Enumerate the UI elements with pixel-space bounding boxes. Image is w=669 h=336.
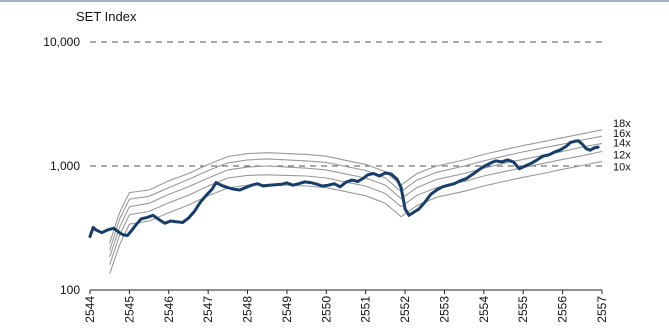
pe-band-label: 10x [613, 161, 631, 173]
pe-band-label: 14x [613, 137, 631, 149]
x-tick-label: 2547 [201, 296, 215, 323]
x-tick-label: 2544 [83, 296, 97, 323]
x-tick-label: 2549 [280, 296, 294, 323]
top-border-line [0, 0, 669, 2]
x-tick-label: 2554 [477, 296, 491, 323]
pe-band-line-10x [109, 160, 603, 274]
pe-band-line-16x [109, 135, 603, 251]
pe-band-line-14x [109, 142, 603, 258]
y-tick-label: 1,000 [50, 159, 80, 173]
x-tick-label: 2557 [595, 296, 609, 323]
x-tick-label: 2551 [359, 296, 373, 323]
set-index-line [88, 139, 600, 238]
x-tick-label: 2553 [437, 296, 451, 323]
y-tick-label: 10,000 [43, 35, 80, 49]
pe-band-label: 16x [613, 128, 631, 140]
x-tick-label: 2545 [122, 296, 136, 323]
pe-band-label: 12x [613, 149, 631, 161]
x-tick-label: 2548 [241, 296, 255, 323]
x-tick-label: 2546 [162, 296, 176, 323]
y-tick-label: 100 [60, 283, 80, 297]
pe-band-label: 18x [613, 118, 631, 130]
x-tick-label: 2550 [319, 296, 333, 323]
x-tick-label: 2552 [398, 296, 412, 323]
x-tick-label: 2556 [556, 296, 570, 323]
chart-title: SET Index [76, 9, 137, 24]
x-tick-label: 2555 [516, 296, 530, 323]
pe-band-line-18x [109, 129, 603, 244]
